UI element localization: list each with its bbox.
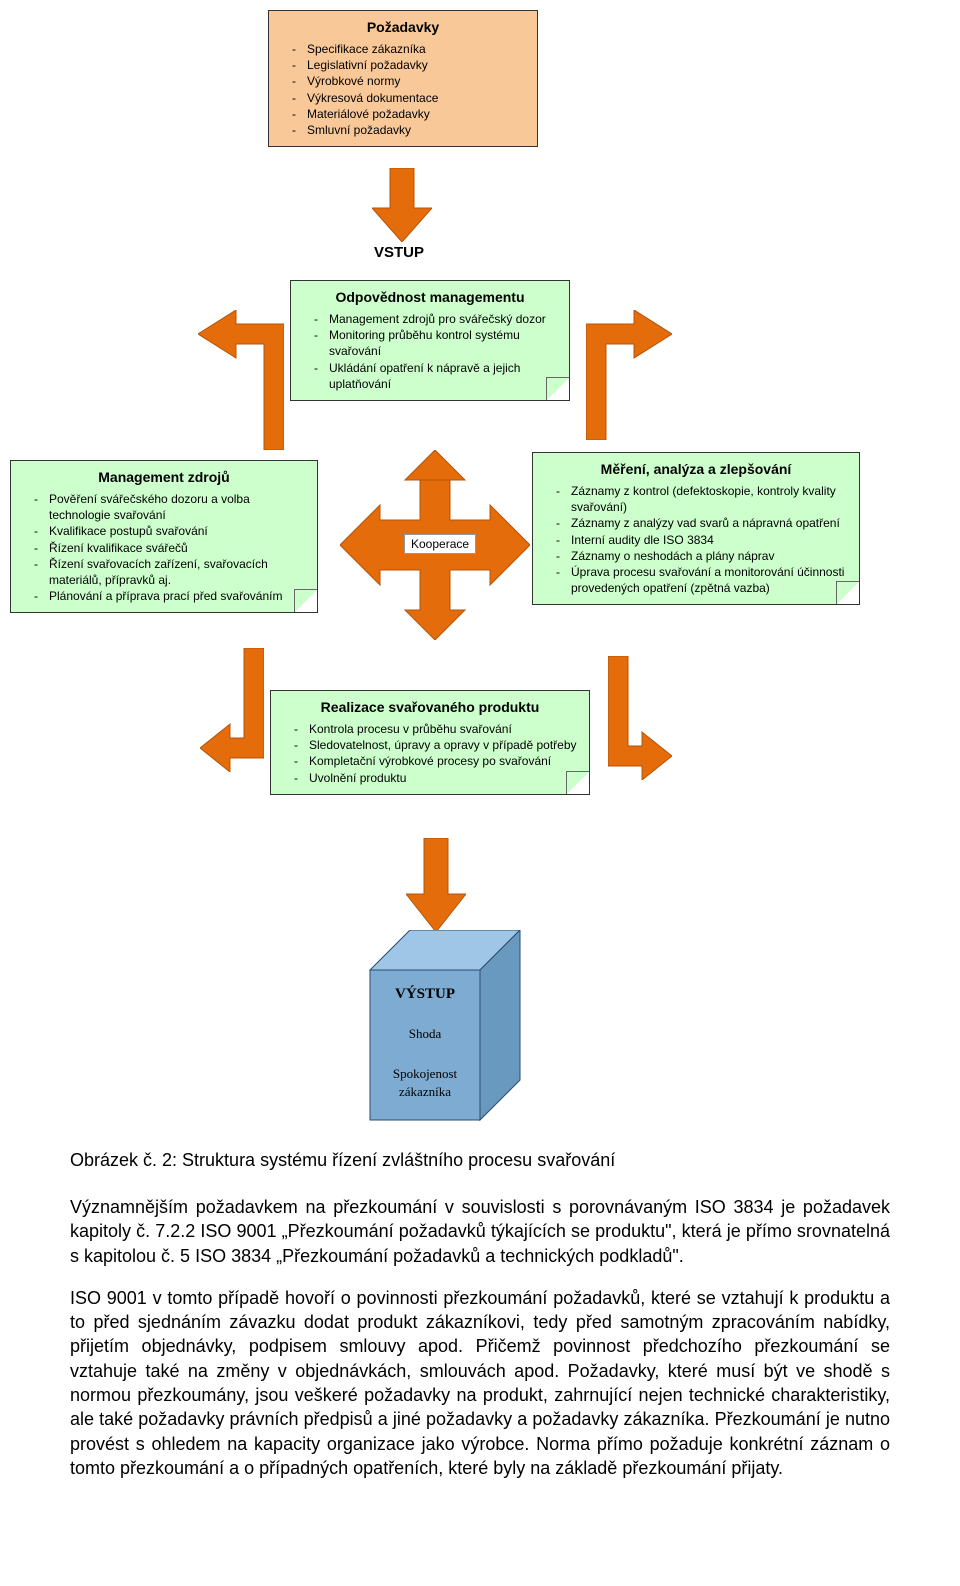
box-pozadavky: Požadavky -Specifikace zákazníka -Legisl… [268,10,538,147]
figure-caption: Obrázek č. 2: Struktura systému řízení z… [70,1150,890,1171]
label-vstup: VSTUP [374,244,424,261]
cube-line2a: Spokojenost [393,1066,458,1081]
arrow-elbow-left [198,310,284,450]
arrow-down-vstup [372,168,432,242]
box-management-zdroju: Management zdrojů -Pověření svářečského … [10,460,318,613]
box-mereni-list: -Záznamy z kontrol (defektoskopie, kontr… [545,483,847,596]
box-realizace-list: -Kontrola procesu v průběhu svařování -S… [283,721,577,786]
body-paragraph-2: ISO 9001 v tomto případě hovoří o povinn… [70,1286,890,1480]
box-management-list: -Pověření svářečského dozoru a volba tec… [23,491,305,604]
cube-vystup: VÝSTUP Shoda Spokojenost zákazníka [330,930,560,1135]
box-mereni-title: Měření, analýza a zlepšování [545,461,847,477]
arrow-elbow-left2 [200,648,264,772]
box-pozadavky-title: Požadavky [281,19,525,35]
flowchart: Požadavky -Specifikace zákazníka -Legisl… [10,10,950,1140]
box-pozadavky-list: -Specifikace zákazníka -Legislativní pož… [281,41,525,138]
box-odpovednost-title: Odpovědnost managementu [303,289,557,305]
body-paragraph-1: Významnějším požadavkem na přezkoumání v… [70,1195,890,1268]
cube-title: VÝSTUP [395,985,455,1002]
box-odpovednost-list: -Management zdrojů pro svářečský dozor -… [303,311,557,392]
box-mereni: Měření, analýza a zlepšování -Záznamy z … [532,452,860,605]
box-odpovednost: Odpovědnost managementu -Management zdro… [290,280,570,401]
arrow-elbow-right [586,310,672,440]
arrow-down-vystup [406,838,466,932]
box-management-title: Management zdrojů [23,469,305,485]
box-realizace-title: Realizace svařovaného produktu [283,699,577,715]
label-kooperace: Kooperace [404,534,476,554]
cube-line2b: zákazníka [399,1084,451,1099]
arrow-elbow-right2b [608,656,678,780]
cube-line1: Shoda [409,1026,442,1041]
box-realizace: Realizace svařovaného produktu -Kontrola… [270,690,590,795]
